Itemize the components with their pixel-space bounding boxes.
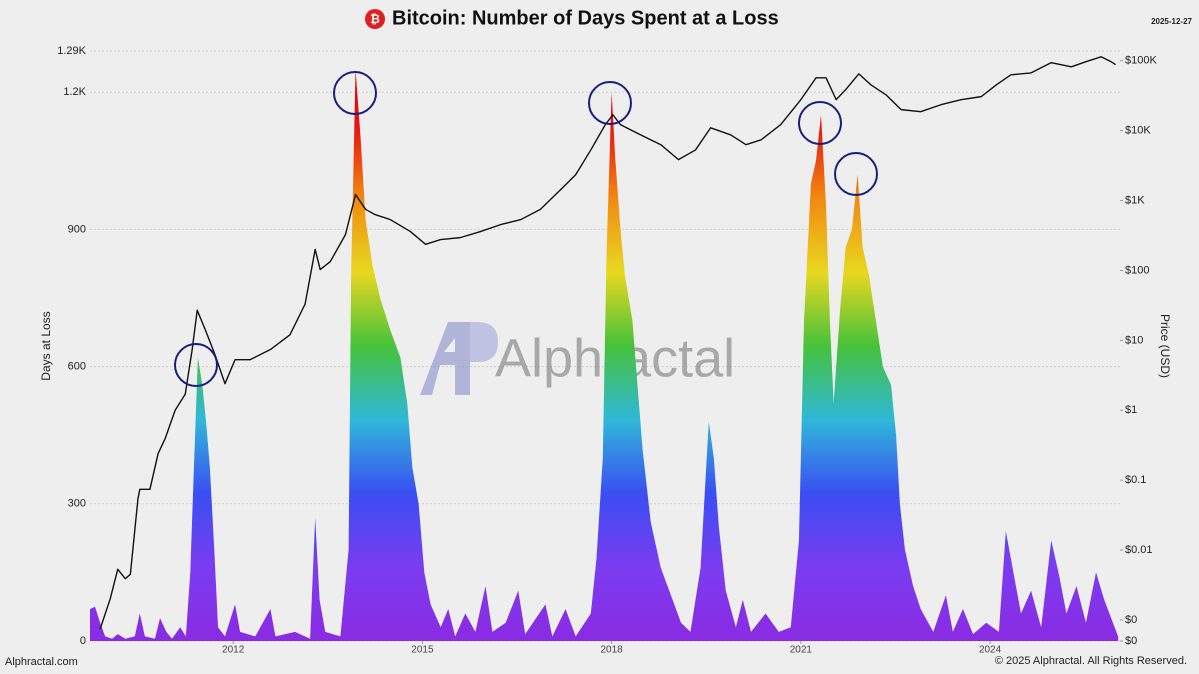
y-tick-label: 1.2K xyxy=(63,86,86,98)
plot xyxy=(90,56,1119,642)
y2-axis-label: Price (USD) xyxy=(1158,314,1172,378)
y2-tick-label: $0.01 xyxy=(1125,544,1153,556)
x-tick-label: 2021 xyxy=(790,645,813,656)
title-icon-bg xyxy=(365,9,385,29)
y-tick-label: 600 xyxy=(68,360,86,372)
peak-circle xyxy=(834,152,878,196)
x-tick-label: 2015 xyxy=(411,645,434,656)
y2-tick-label: $0 xyxy=(1125,614,1137,626)
footer-left: Alphractal.com xyxy=(5,656,78,668)
price-line xyxy=(99,56,1116,630)
y2-tick-label: $1K xyxy=(1125,194,1145,206)
y2-tick-label: $10K xyxy=(1125,125,1151,137)
peak-circle xyxy=(174,343,218,387)
peak-circle xyxy=(798,101,842,145)
x-tick-label: 2024 xyxy=(979,645,1002,656)
watermark-logo xyxy=(420,322,470,395)
area xyxy=(90,69,1119,642)
footer-right: © 2025 Alphractal. All Rights Reserved. xyxy=(995,655,1187,667)
y2-tick-label: $1 xyxy=(1125,404,1137,416)
title-icon: ₿ xyxy=(370,12,380,26)
annotations xyxy=(174,71,878,387)
y-axis-label: Days at Loss xyxy=(39,311,53,380)
y2-tick-label: $100 xyxy=(1125,264,1149,276)
y-tick-label: 0 xyxy=(80,635,86,647)
y-tick-label: 900 xyxy=(68,223,86,235)
y2-tick-label: $0.1 xyxy=(1125,474,1146,486)
peak-circle xyxy=(588,81,632,125)
watermark: Alphractal xyxy=(420,322,735,395)
chart-title: Bitcoin: Number of Days Spent at a Loss xyxy=(392,7,779,29)
y-tick-label: 1.29K xyxy=(57,45,86,57)
y2-tick-label: $100K xyxy=(1125,55,1157,67)
x-tick-label: 2018 xyxy=(600,645,623,656)
x-tick-label: 2012 xyxy=(222,645,245,656)
y-tick-label: 300 xyxy=(68,498,86,510)
watermark-logo xyxy=(470,322,498,362)
y2-tick-label: $0 xyxy=(1125,635,1137,647)
peak-circle xyxy=(333,71,377,115)
date: 2025-12-27 xyxy=(1151,17,1192,26)
y2-tick-label: $10 xyxy=(1125,334,1143,346)
